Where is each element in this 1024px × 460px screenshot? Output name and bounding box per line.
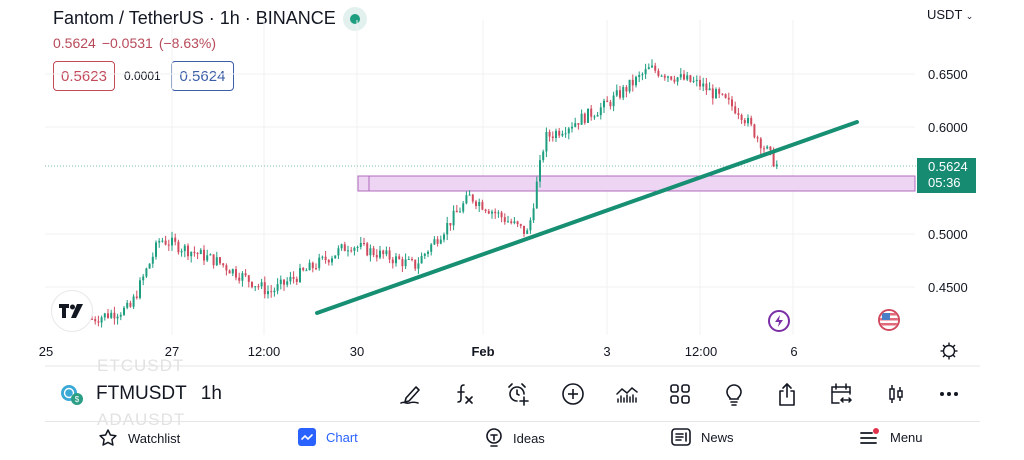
symbol-name: FTMUSDT xyxy=(96,383,187,404)
layouts-button[interactable] xyxy=(667,380,693,408)
plus-circle-icon xyxy=(562,383,584,405)
currency-selector[interactable]: USDT ⌄ xyxy=(927,7,973,22)
interval-selector[interactable]: 1h xyxy=(200,383,222,404)
nav-ideas[interactable]: Ideas xyxy=(485,428,545,448)
price-chart[interactable] xyxy=(0,0,1024,370)
pen-icon xyxy=(400,386,420,405)
share-icon xyxy=(779,383,795,406)
calendar-range-icon xyxy=(831,383,853,404)
add-alert-button[interactable] xyxy=(505,380,531,408)
symbol-logo: $ xyxy=(60,384,84,411)
candlestick-icon xyxy=(889,385,903,403)
chevron-down-icon: ⌄ xyxy=(965,11,974,21)
time-axis-label: 12:00 xyxy=(684,344,718,359)
price-axis-label: 0.4500 xyxy=(928,280,968,295)
lightning-icon xyxy=(775,315,783,327)
nav-label: Ideas xyxy=(513,430,545,446)
previous-symbol-ghost: ETCUSDT xyxy=(97,356,185,375)
change-percent: (−8.63%) xyxy=(158,35,217,51)
news-icon xyxy=(671,428,691,446)
nav-chart[interactable]: Chart xyxy=(298,428,358,446)
add-button[interactable] xyxy=(560,380,586,408)
change-value: −0.0531 xyxy=(101,35,153,51)
currency-label: USDT xyxy=(927,7,963,22)
chart-type-button[interactable] xyxy=(883,380,909,408)
toolbar-divider xyxy=(45,421,980,422)
date-range-button[interactable] xyxy=(828,380,854,408)
grid-icon xyxy=(670,384,690,404)
tradingview-logo[interactable] xyxy=(51,290,93,332)
star-icon xyxy=(99,429,117,446)
more-horizontal-icon xyxy=(940,392,958,396)
price-axis-label: 0.6500 xyxy=(928,67,968,82)
price-axis-label: 0.6000 xyxy=(928,120,968,135)
chart-settings-button[interactable] xyxy=(939,341,959,366)
lightbulb-icon xyxy=(486,428,502,447)
ftm-coin-icon: $ xyxy=(61,385,83,405)
time-axis-label: 12:00 xyxy=(247,344,281,359)
nav-news[interactable]: News xyxy=(671,428,734,446)
price-change: 0.5624 −0.0531 (−8.63%) xyxy=(53,35,222,51)
drawing-tools-button[interactable] xyxy=(398,380,424,408)
price-axis-label: 0.5000 xyxy=(928,227,968,242)
nav-menu[interactable]: Menu xyxy=(860,428,923,446)
time-axis-label: 6 xyxy=(790,344,798,359)
chart-compare-icon xyxy=(616,386,638,403)
symbol-selector[interactable]: FTMUSDT 1h xyxy=(96,383,222,405)
function-icon xyxy=(457,384,473,404)
nav-label: Chart xyxy=(326,429,358,445)
nav-label: Menu xyxy=(890,429,923,445)
nav-label: News xyxy=(701,429,734,445)
economic-event-marker[interactable] xyxy=(878,309,900,331)
nav-label: Watchlist xyxy=(128,430,181,446)
current-price-tag: 0.5624 05:36 xyxy=(917,158,976,193)
spread-value: 0.0001 xyxy=(124,69,161,83)
dividend-event-marker[interactable] xyxy=(768,310,790,332)
lightbulb-icon xyxy=(726,384,742,406)
time-axis-label: 25 xyxy=(38,344,54,359)
time-axis-label: Feb xyxy=(471,344,495,359)
chart-icon xyxy=(298,428,316,446)
indicators-button[interactable] xyxy=(452,380,478,408)
time-axis-label: 3 xyxy=(603,344,611,359)
nav-watchlist[interactable]: Watchlist xyxy=(98,428,180,448)
share-button[interactable] xyxy=(774,380,800,408)
last-price: 0.5624 xyxy=(53,35,96,51)
chart-title[interactable]: Fantom / TetherUS · 1h · BINANCE xyxy=(53,8,336,28)
menu-icon xyxy=(860,428,879,444)
us-flag-icon xyxy=(880,311,898,329)
bar-countdown: 05:36 xyxy=(928,175,961,190)
sell-button[interactable]: 0.5623 xyxy=(53,61,115,91)
market-status-indicator xyxy=(343,7,367,31)
alarm-clock-plus-icon xyxy=(508,383,529,406)
ideas-button[interactable] xyxy=(721,380,747,408)
gear-icon xyxy=(940,342,958,360)
svg-text:$: $ xyxy=(75,395,80,404)
more-button[interactable] xyxy=(936,380,962,408)
compare-button[interactable] xyxy=(614,380,640,408)
current-price: 0.5624 xyxy=(928,159,968,174)
time-axis-label: 27 xyxy=(164,344,180,359)
time-axis-label: 30 xyxy=(349,344,365,359)
next-symbol-ghost: ADAUSDT xyxy=(97,410,186,429)
tradingview-logo-icon xyxy=(59,304,83,318)
